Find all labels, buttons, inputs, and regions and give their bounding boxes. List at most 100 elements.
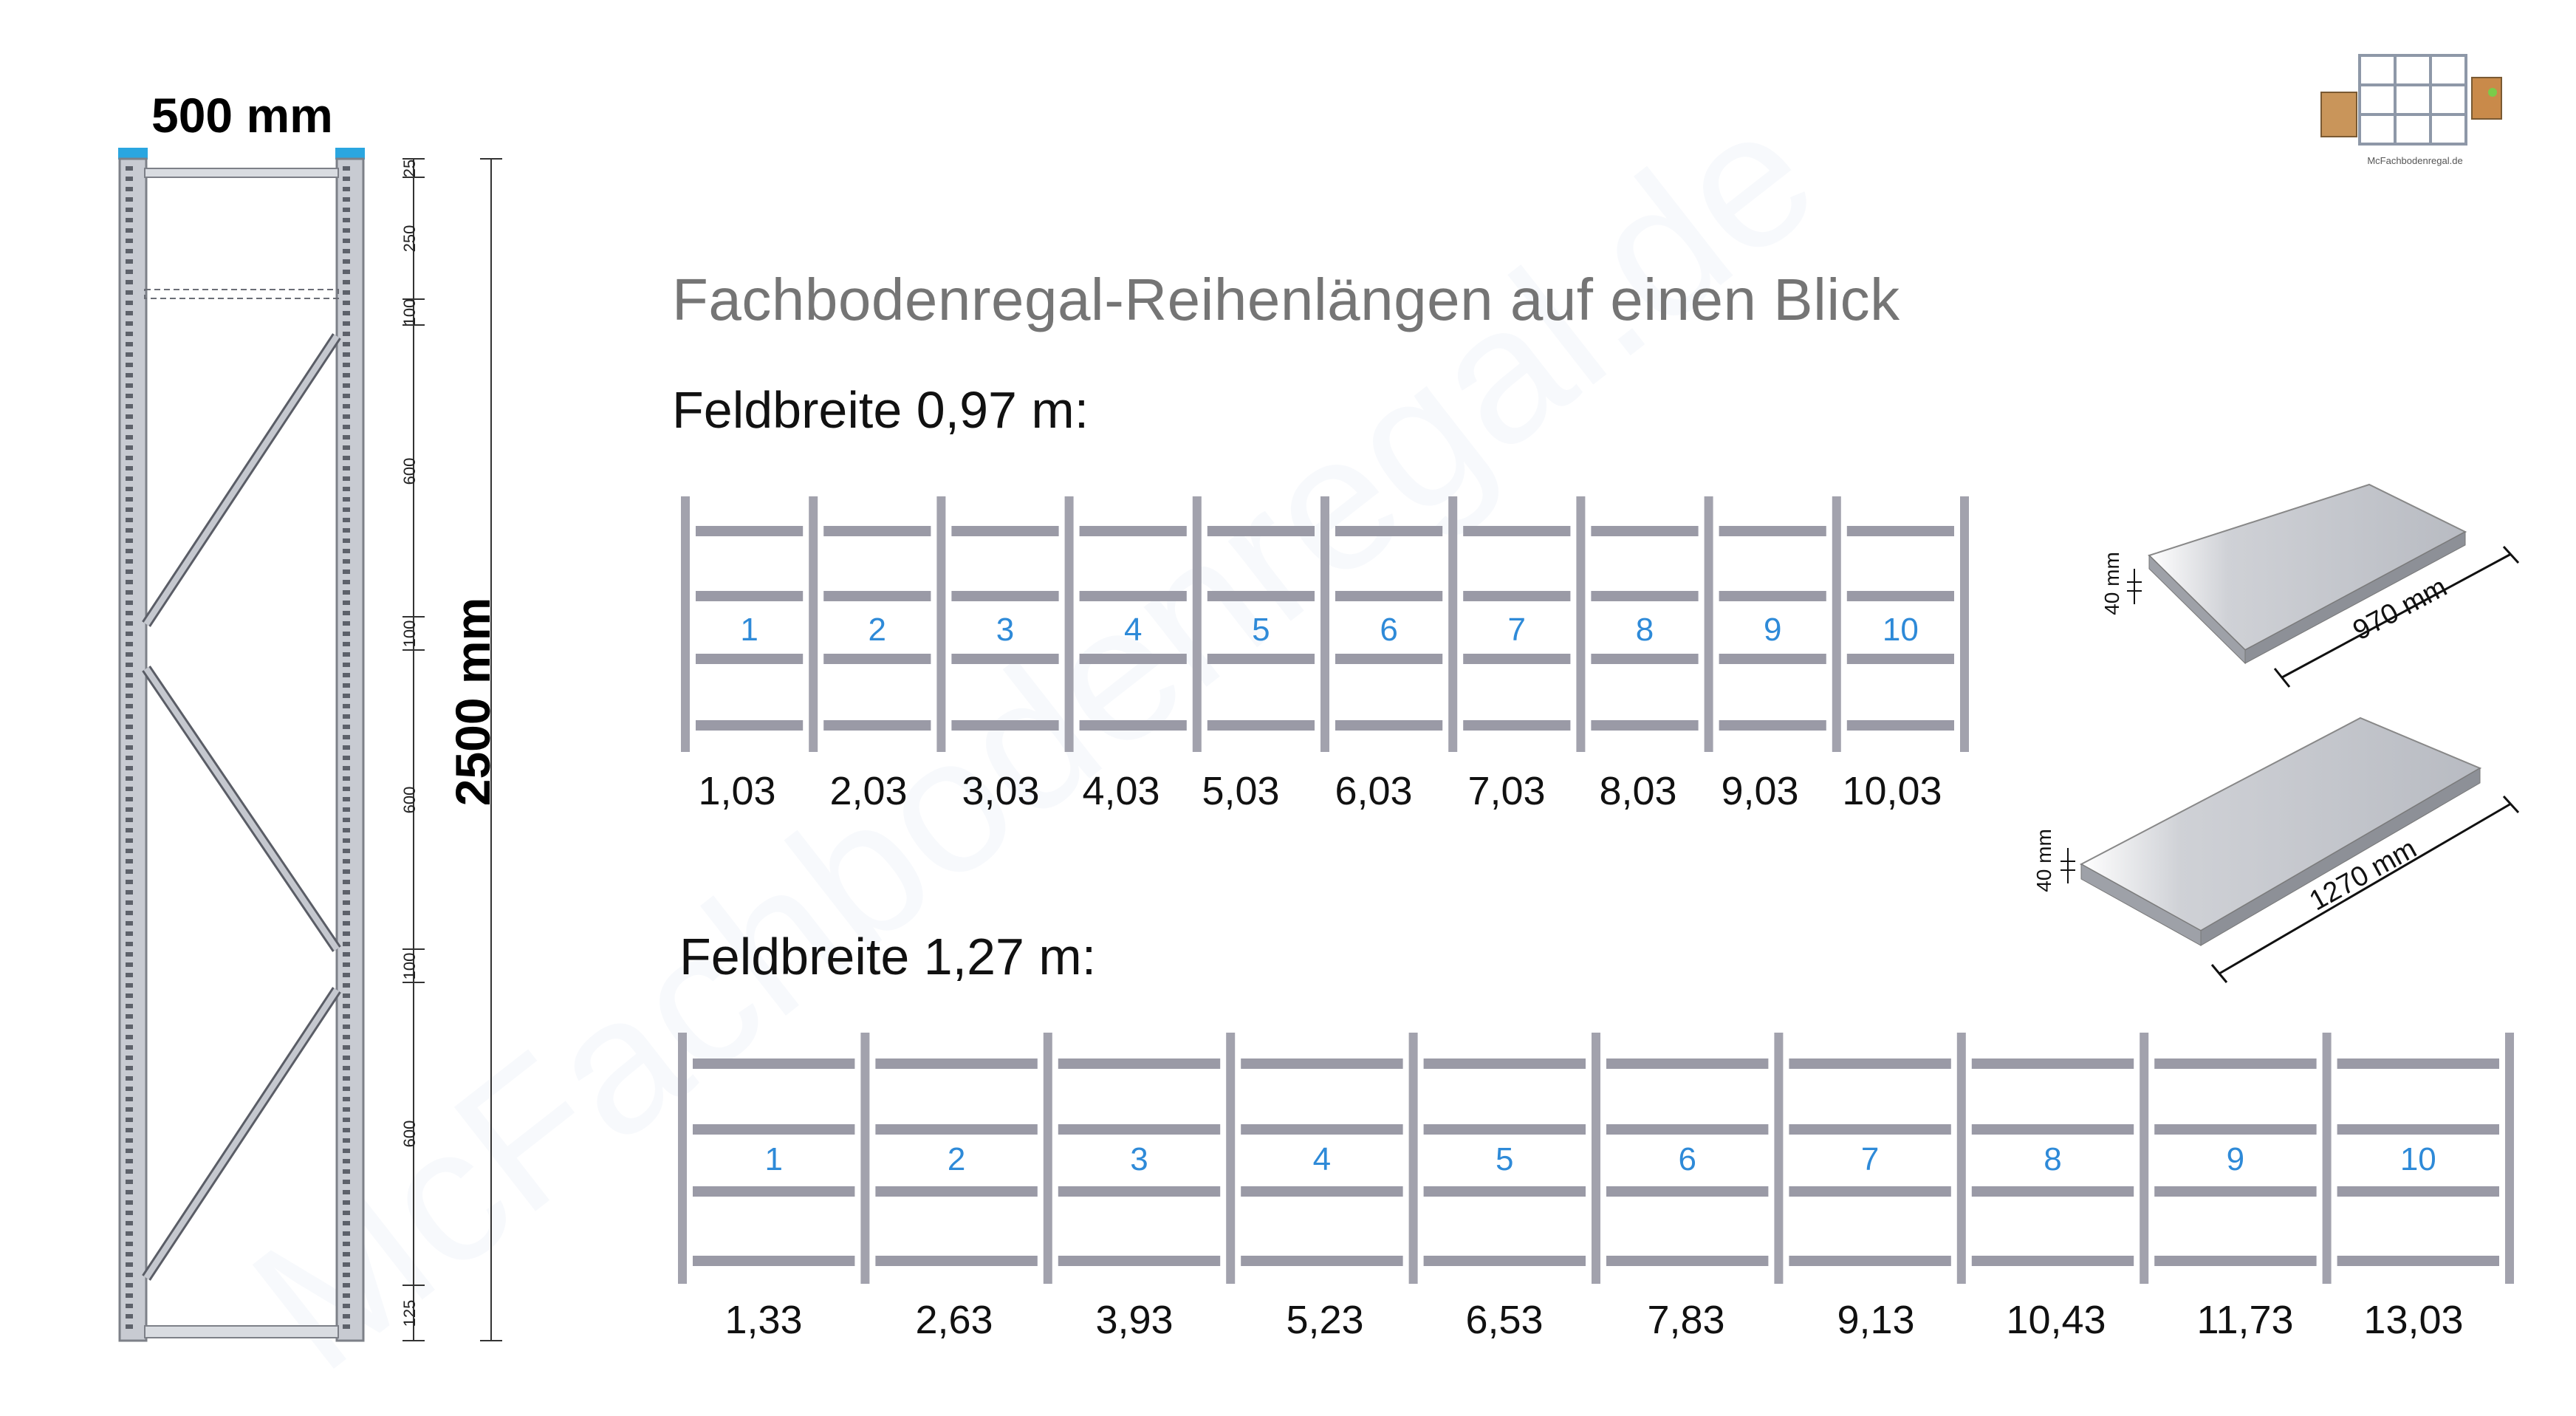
perforation-slot [343,849,350,853]
perforation-slot [343,1252,350,1256]
perforation-slot [126,1262,133,1267]
perforation-slot [126,1004,133,1008]
perforation-slot [126,911,133,915]
row-length-label: 10,43 [2006,1298,2106,1342]
perforation-slot [126,704,133,708]
perforation-slot [126,197,133,202]
rack-upright [1960,496,1969,752]
rack-shelf [1058,1058,1221,1069]
perforation-slot [343,166,350,171]
perforation-slot [126,900,133,905]
perforation-slot [126,1045,133,1050]
perforation-slot [343,921,350,926]
perforation-slot [343,1324,350,1329]
rack-shelf [1241,1186,1403,1197]
row-length-label: 3,93 [1095,1298,1174,1342]
rack-upright [1408,1033,1418,1284]
perforation-slot [126,1314,133,1318]
rack-shelf [1241,1124,1403,1135]
perforation-slot [126,1035,133,1039]
perforation-slot [343,1149,350,1153]
perforation-slot [126,973,133,977]
rack-shelf [823,526,931,536]
perforation-slot [126,683,133,688]
perforation-slot [343,301,350,305]
perforation-slot [343,611,350,615]
perforation-slot [343,1076,350,1081]
perforation-slot [126,652,133,657]
perforation-slot [126,1231,133,1236]
rack-shelf [1606,1058,1769,1069]
perforation-slot [126,404,133,408]
perforation-slot [343,652,350,657]
perforation-slot [343,838,350,843]
perforation-slot [126,549,133,553]
perforation-slot [126,249,133,253]
rack-shelf [1971,1186,2134,1197]
row-length-label: 6,53 [1465,1298,1544,1342]
field-number: 5 [1496,1141,1514,1177]
perforation-slot [126,218,133,222]
perforation-slot [126,518,133,522]
frame-bottom-bar [144,1325,339,1338]
perforation-slot [126,580,133,584]
perforation-slot [343,404,350,408]
perforation-slot [126,849,133,853]
rack-shelf [693,1256,855,1266]
perforation-slot [343,766,350,770]
rack-shelf [693,1124,855,1135]
perforation-slot [343,1273,350,1277]
row-length-label: 9,13 [1837,1298,1915,1342]
perforation-slot [343,890,350,895]
perforation-slot [126,466,133,471]
field-number: 8 [2044,1141,2062,1177]
frame-width-label: 500 mm [151,88,333,143]
rack-shelf [1719,720,1826,731]
perforation-slot [126,1159,133,1163]
perforation-slot [126,425,133,429]
rack-shelf [1079,654,1187,664]
rack-shelf [1591,654,1699,664]
rack-shelf [1463,654,1571,664]
perforation-slot [126,1097,133,1101]
perforation-slot [126,1180,133,1184]
rack-upright [1320,496,1329,752]
perforation-slot [343,177,350,181]
perforation-slot [343,1066,350,1070]
rack-shelf [1846,720,1954,731]
rack-shelf [1207,526,1315,536]
perforation-slot [343,952,350,957]
perforation-slot [343,1025,350,1029]
perforation-slot [343,1314,350,1318]
perforation-slot [343,1200,350,1205]
perforation-slot [343,745,350,750]
rack-shelf [1079,526,1187,536]
row-length-label: 1,33 [724,1298,803,1342]
perforation-slot [343,590,350,595]
perforation-slot [343,208,350,212]
shelf-small-illustration [2127,483,2520,688]
perforation-slot [126,880,133,884]
field-number: 10 [1882,612,1919,648]
perforation-slot [343,1045,350,1050]
perforation-slot [126,776,133,781]
frame-mid-bar [144,289,339,299]
frame-diagonal [143,988,340,1280]
rack-upright [1576,496,1586,752]
perforation-slot [126,1014,133,1019]
rack-shelf [1591,720,1699,731]
perforation-slot [343,704,350,708]
rack-shelf [1079,720,1187,731]
perforation-slot [343,321,350,326]
perforation-slot [343,911,350,915]
perforation-slot [343,497,350,502]
perforation-slot [343,621,350,626]
perforation-slot [126,1118,133,1122]
perforation-slot [343,714,350,719]
rack-shelf [1719,591,1826,601]
perforation-slot [126,290,133,295]
perforation-slot [343,528,350,533]
perforation-slot [343,1087,350,1091]
shelf-large-illustration [2061,716,2520,983]
perforation-slot [126,714,133,719]
